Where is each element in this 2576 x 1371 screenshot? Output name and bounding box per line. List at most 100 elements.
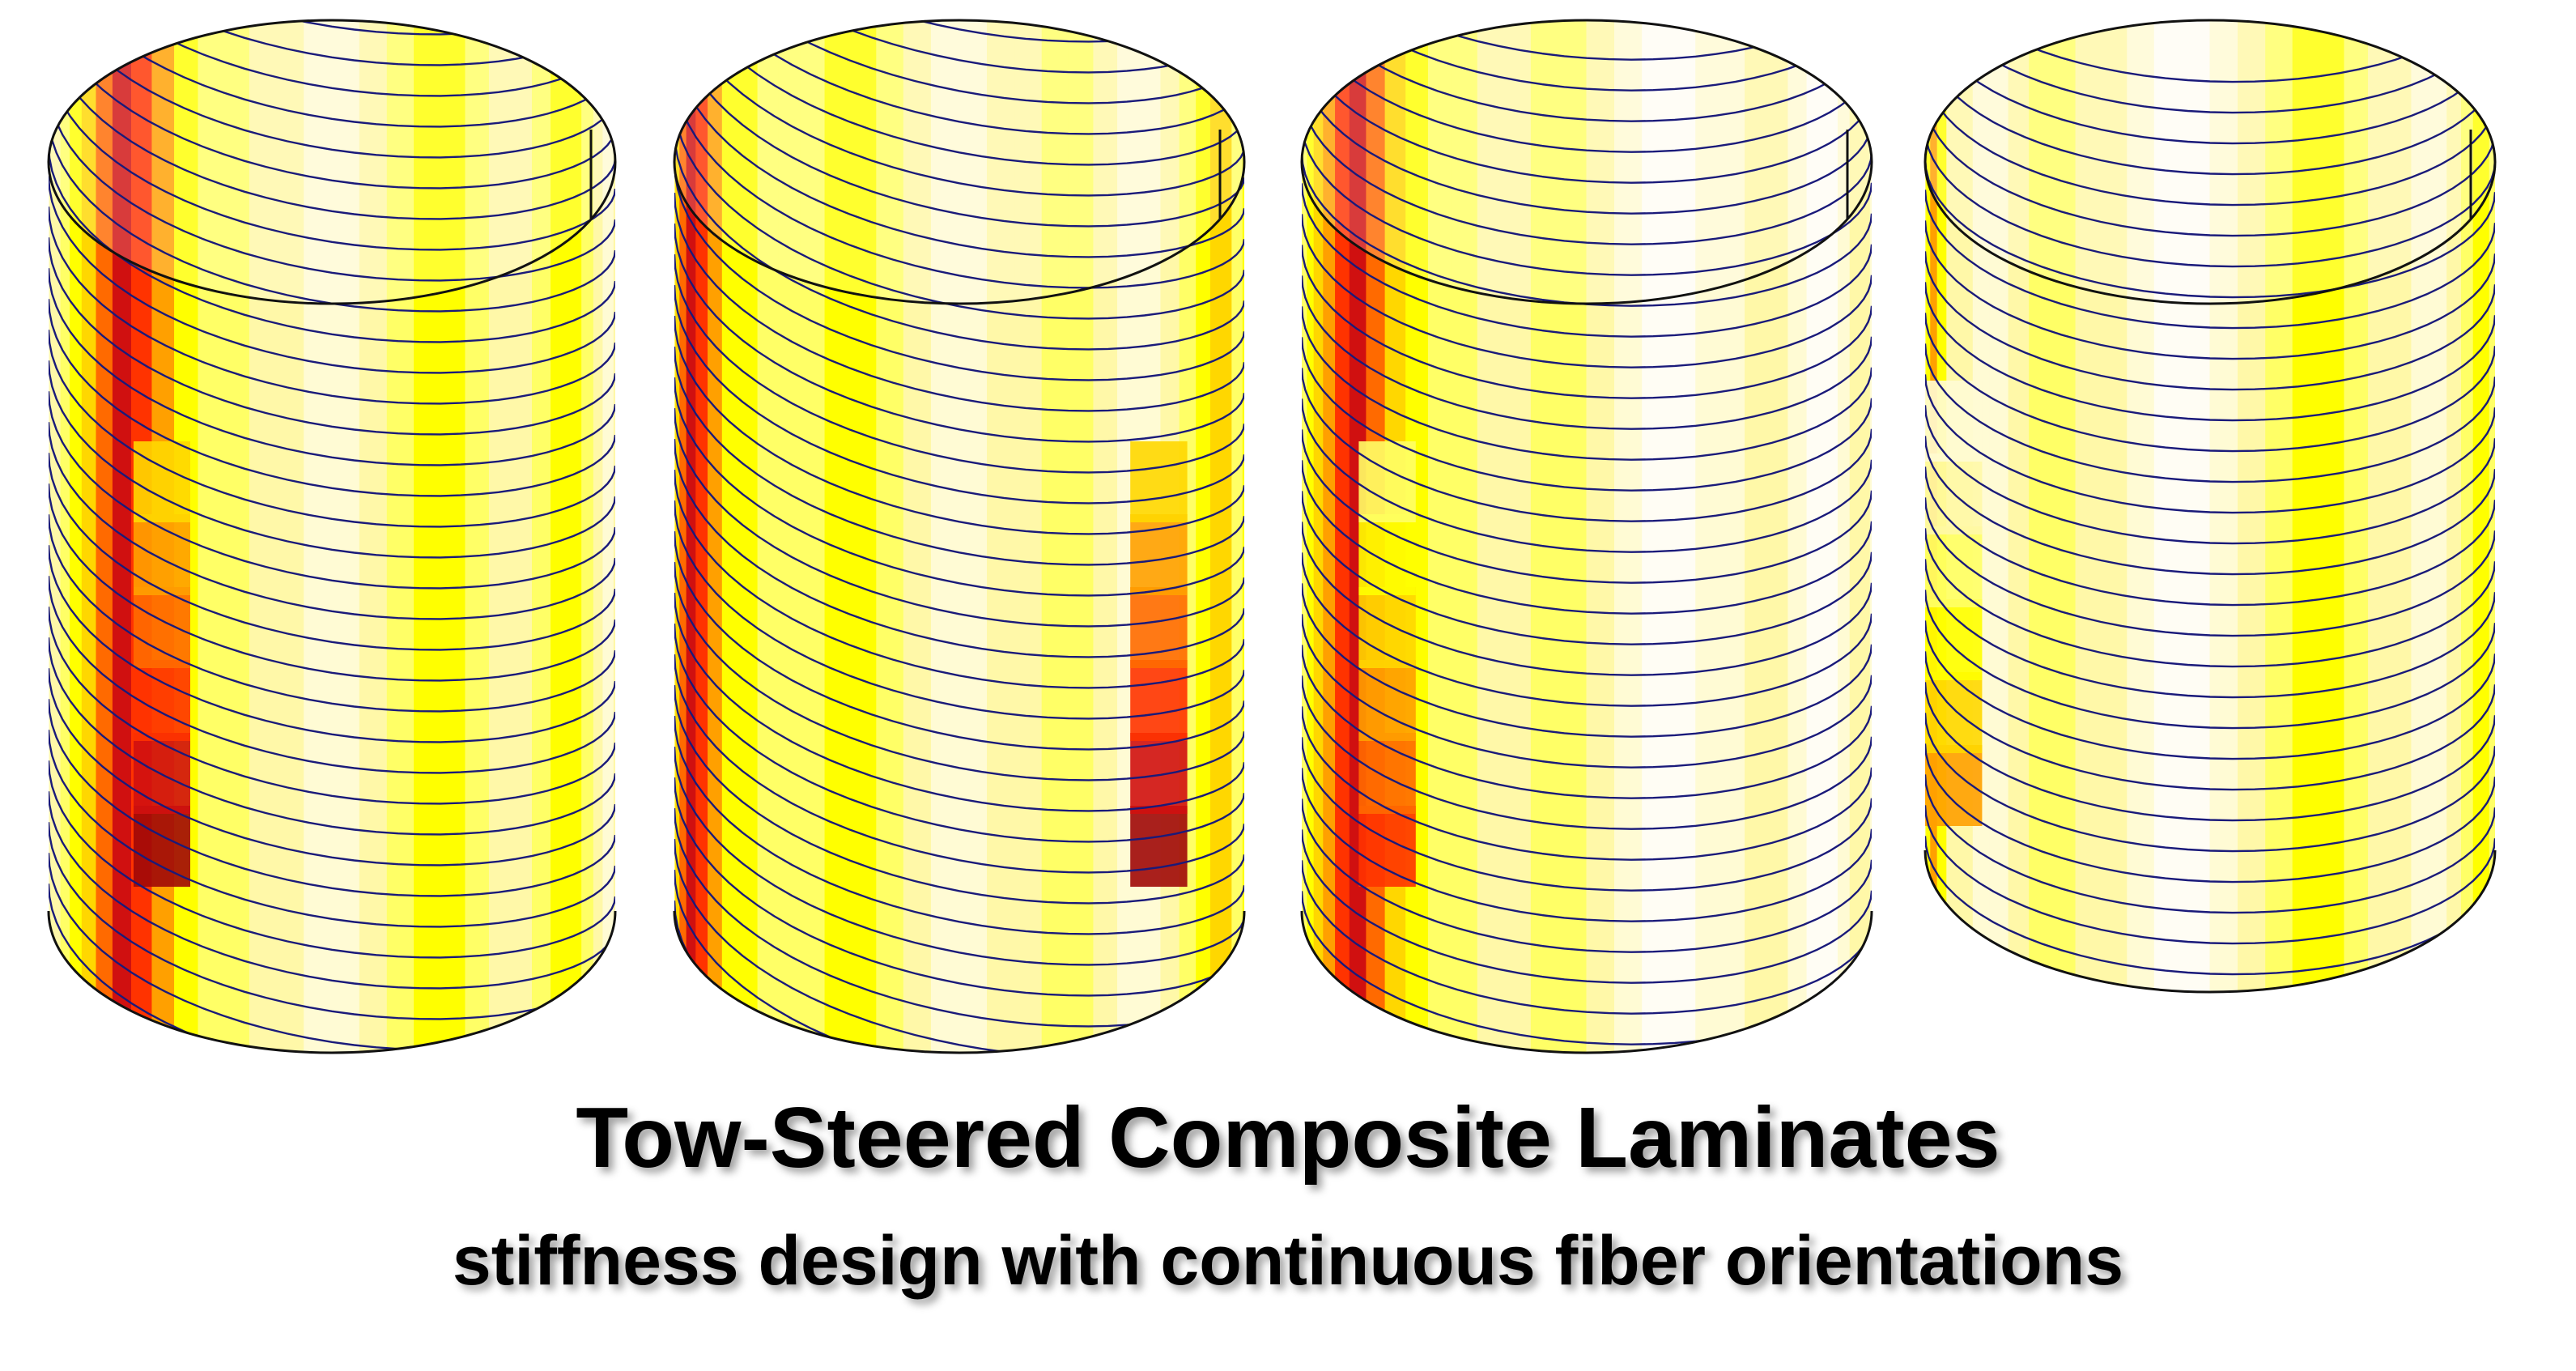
fiber-path: [1302, 491, 1872, 645]
fiber-path: [49, 607, 615, 805]
stiffness-band: [2181, 20, 2211, 992]
stiffness-hotspot: [1358, 514, 1416, 595]
fiber-path: [674, 39, 1244, 258]
fiber-path: [1925, 774, 2495, 914]
stiffness-hotspot: [134, 441, 190, 522]
stiffness-band: [2344, 20, 2370, 992]
stiffness-band: [1869, 20, 1872, 1053]
fiber-path: [1302, 245, 1872, 399]
fiber-path: [674, 1054, 1244, 1077]
stiffness-band: [1307, 20, 1315, 1053]
fiber-path: [674, 316, 1244, 535]
stiffness-band: [1231, 20, 1239, 1053]
fiber-path: [1302, 798, 1872, 953]
stiffness-band: [609, 20, 614, 1053]
fiber-path: [49, 791, 615, 990]
cylinder-bottom-rim: [1923, 849, 2497, 994]
stiffness-band: [2292, 20, 2320, 992]
stiffness-hotspot: [1130, 441, 1188, 522]
fiber-path: [1925, 374, 2495, 514]
fiber-path: [1925, 743, 2495, 883]
stiffness-band: [488, 20, 512, 1053]
stiffness-band: [2446, 20, 2462, 992]
fiber-path: [674, 0, 1244, 11]
fiber-path: [674, 439, 1244, 658]
fiber-path: [1302, 29, 1872, 184]
fiber-path: [1925, 159, 2495, 299]
fiber-path: [49, 699, 615, 897]
stiffness-band: [987, 20, 1016, 1053]
stiffness-hotspot: [1358, 587, 1416, 668]
fiber-path: [1925, 220, 2495, 360]
stiffness-band: [1614, 20, 1643, 1053]
fiber-path: [1925, 497, 2495, 637]
fiber-path: [1925, 66, 2495, 207]
fiber-path: [1302, 645, 1872, 799]
stiffness-band: [1041, 20, 1069, 1053]
fiber-path: [1302, 737, 1872, 892]
cylinder-top-rim: [47, 19, 617, 305]
fiber-path: [674, 716, 1244, 935]
stiffness-band: [738, 20, 759, 1053]
figure-subtitle: stiffness design with continuous fiber o…: [452, 1222, 2124, 1300]
fiber-path: [674, 531, 1244, 751]
fiber-path: [1302, 183, 1872, 338]
fiber-path: [674, 193, 1244, 412]
stiffness-band: [1849, 20, 1860, 1053]
fiber-path: [674, 347, 1244, 566]
fiber-path: [1925, 713, 2495, 853]
fiber-path: [49, 53, 615, 251]
fiber-path: [1925, 682, 2495, 822]
stiffness-hotspot: [1130, 660, 1188, 741]
stiffness-hotspot: [1358, 806, 1416, 887]
stiffness-band: [440, 20, 466, 1053]
stiffness-hotspot: [1925, 381, 1983, 462]
fiber-path: [49, 237, 615, 436]
stiffness-hotspot: [134, 587, 190, 668]
stiffness-band: [675, 20, 681, 1053]
fiber-path: [1302, 337, 1872, 492]
cylinder-top-rim: [1923, 19, 2497, 305]
stiffness-band: [679, 20, 687, 1053]
fiber-path: [49, 330, 615, 528]
cylinder-3: [1300, 19, 1873, 1054]
stiffness-band: [1209, 20, 1223, 1053]
stiffness-band: [249, 20, 278, 1053]
fiber-path: [1925, 620, 2495, 760]
fiber-path: [49, 1068, 615, 1077]
fiber-path: [1925, 282, 2495, 422]
cylinder-opening: [1302, 20, 1872, 304]
fiber-path: [674, 685, 1244, 905]
cylinder-surface: [49, 20, 615, 1077]
stiffness-hotspot: [1925, 599, 1983, 680]
stiffness-band: [1093, 20, 1119, 1053]
stiffness-hotspot: [1358, 733, 1416, 814]
fiber-path: [674, 624, 1244, 843]
fiber-path: [674, 131, 1244, 351]
fiber-path: [1302, 91, 1872, 245]
fiber-path: [674, 224, 1244, 443]
fiber-path: [674, 654, 1244, 874]
stiffness-band: [959, 20, 988, 1053]
fiber-path: [674, 562, 1244, 781]
cylinder-4: [1923, 19, 2497, 994]
fiber-path: [1302, 214, 1872, 368]
fiber-path: [674, 285, 1244, 505]
fiber-path: [49, 453, 615, 651]
stiffness-hotspot: [1130, 514, 1188, 595]
fiber-path: [49, 20, 615, 36]
cylinder-surface: [1925, 20, 2495, 992]
fiber-path: [49, 514, 615, 713]
stiffness-band: [49, 20, 51, 1053]
stiffness-band: [903, 20, 932, 1053]
stiffness-band: [2368, 20, 2391, 992]
fiber-path: [674, 408, 1244, 628]
fiber-path: [1925, 590, 2495, 730]
fiber-path: [49, 391, 615, 590]
stiffness-band: [2429, 20, 2448, 992]
stiffness-band: [613, 20, 615, 1053]
fiber-path: [49, 360, 615, 559]
cylinder-surface: [1302, 20, 1872, 1053]
stiffness-band: [331, 20, 360, 1053]
stiffness-hotspot: [134, 660, 190, 741]
